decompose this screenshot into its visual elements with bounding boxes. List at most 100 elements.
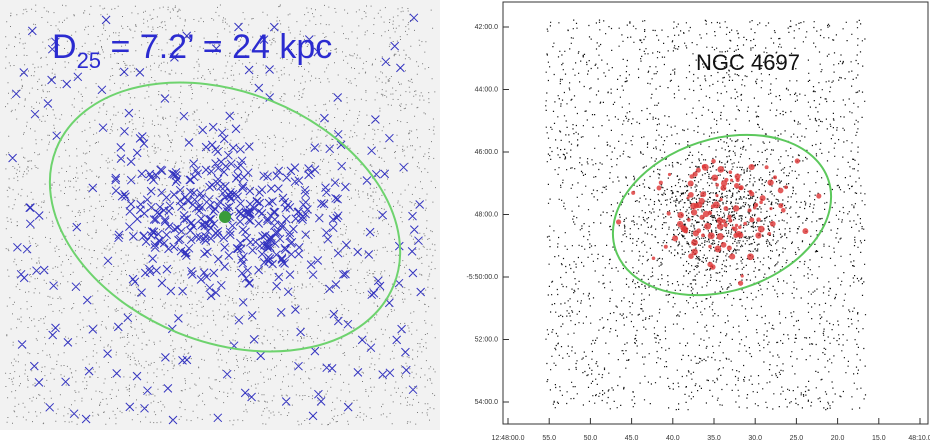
source xyxy=(767,231,772,236)
x-tick-label: 15.0 xyxy=(872,435,886,442)
source xyxy=(720,184,727,191)
source xyxy=(691,248,698,256)
x-tick-label: 30.0 xyxy=(748,435,762,442)
source xyxy=(688,191,694,198)
y-tick-label: 48:00.0 xyxy=(475,212,498,219)
source xyxy=(734,223,739,228)
source xyxy=(700,191,707,198)
source xyxy=(729,253,736,260)
source xyxy=(777,187,784,194)
left-dots xyxy=(5,4,436,426)
source xyxy=(690,202,697,210)
source xyxy=(695,167,701,173)
source xyxy=(667,172,672,177)
y-tick-label: 44:00.0 xyxy=(475,87,498,94)
source xyxy=(711,158,716,164)
source xyxy=(764,165,769,170)
source xyxy=(780,207,786,213)
source xyxy=(719,197,723,202)
source xyxy=(712,201,720,209)
source xyxy=(707,232,715,240)
source xyxy=(708,244,712,249)
source xyxy=(769,221,776,227)
source xyxy=(715,183,720,187)
source xyxy=(747,208,752,213)
red-sources xyxy=(615,158,822,286)
x-tick-label: 35.0 xyxy=(707,435,721,442)
source xyxy=(734,183,740,189)
noise xyxy=(5,4,436,426)
x-tick-label: 20.0 xyxy=(831,435,845,442)
source xyxy=(738,185,744,191)
source xyxy=(794,158,800,164)
source xyxy=(772,175,778,180)
x-tick-label: 48:10.0 xyxy=(908,435,930,442)
x-tick-label: 40.0 xyxy=(666,435,680,442)
source xyxy=(755,232,762,239)
source xyxy=(816,193,822,199)
source xyxy=(716,223,724,230)
source xyxy=(728,218,733,223)
source xyxy=(688,253,694,259)
source xyxy=(663,244,668,249)
source xyxy=(702,210,710,218)
source xyxy=(704,222,712,230)
x-tick-label: 12:48:00.0 xyxy=(491,435,524,442)
source xyxy=(714,245,722,253)
source xyxy=(802,228,809,235)
source xyxy=(735,230,742,238)
source xyxy=(686,196,690,200)
source xyxy=(711,174,719,182)
source xyxy=(767,179,774,186)
source xyxy=(738,225,742,229)
galaxy-center xyxy=(219,211,231,223)
source xyxy=(615,219,622,225)
source xyxy=(696,228,702,234)
y-tick-label: 42:00.0 xyxy=(475,24,498,31)
d25-ellipse-right xyxy=(611,133,833,297)
source xyxy=(717,165,725,173)
events xyxy=(545,19,867,411)
source xyxy=(699,214,705,220)
source xyxy=(723,222,728,228)
axes: 42:00.0 44:00.0 46:00.0 48:00.0 -5:50:00.0 52… xyxy=(466,24,930,442)
source xyxy=(749,217,755,223)
d25-label: D25 = 7.2’ = 24 kpc xyxy=(52,28,332,73)
source xyxy=(753,202,759,208)
x-tick-label: 25.0 xyxy=(790,435,804,442)
source xyxy=(651,256,656,261)
source xyxy=(759,200,763,205)
source xyxy=(716,233,724,240)
source xyxy=(723,206,729,211)
source xyxy=(769,207,773,211)
source xyxy=(666,211,671,216)
right-plot-frame xyxy=(502,1,929,425)
x-tick-label: 45.0 xyxy=(625,435,639,442)
source xyxy=(692,171,698,177)
source xyxy=(681,225,688,233)
source xyxy=(690,209,698,216)
source xyxy=(734,173,741,180)
source xyxy=(757,225,765,233)
source xyxy=(730,178,734,182)
source xyxy=(691,239,698,246)
source xyxy=(656,185,662,191)
source xyxy=(727,214,732,219)
source xyxy=(720,180,728,187)
source-crosses xyxy=(8,13,426,425)
x-tick-label: 55.0 xyxy=(542,435,556,442)
y-tick-label: 46:00.0 xyxy=(475,149,498,156)
source xyxy=(631,190,636,195)
source xyxy=(720,241,727,248)
y-tick-label: 52:00.0 xyxy=(475,337,498,344)
y-tick-label: 54:00.0 xyxy=(475,399,498,406)
x-tick-label: 50.0 xyxy=(584,435,598,442)
source xyxy=(748,164,755,171)
crosses xyxy=(8,13,426,425)
source xyxy=(696,201,703,209)
source xyxy=(732,205,740,212)
source xyxy=(749,191,755,197)
source xyxy=(677,211,684,219)
source xyxy=(715,194,719,198)
source xyxy=(658,180,663,185)
